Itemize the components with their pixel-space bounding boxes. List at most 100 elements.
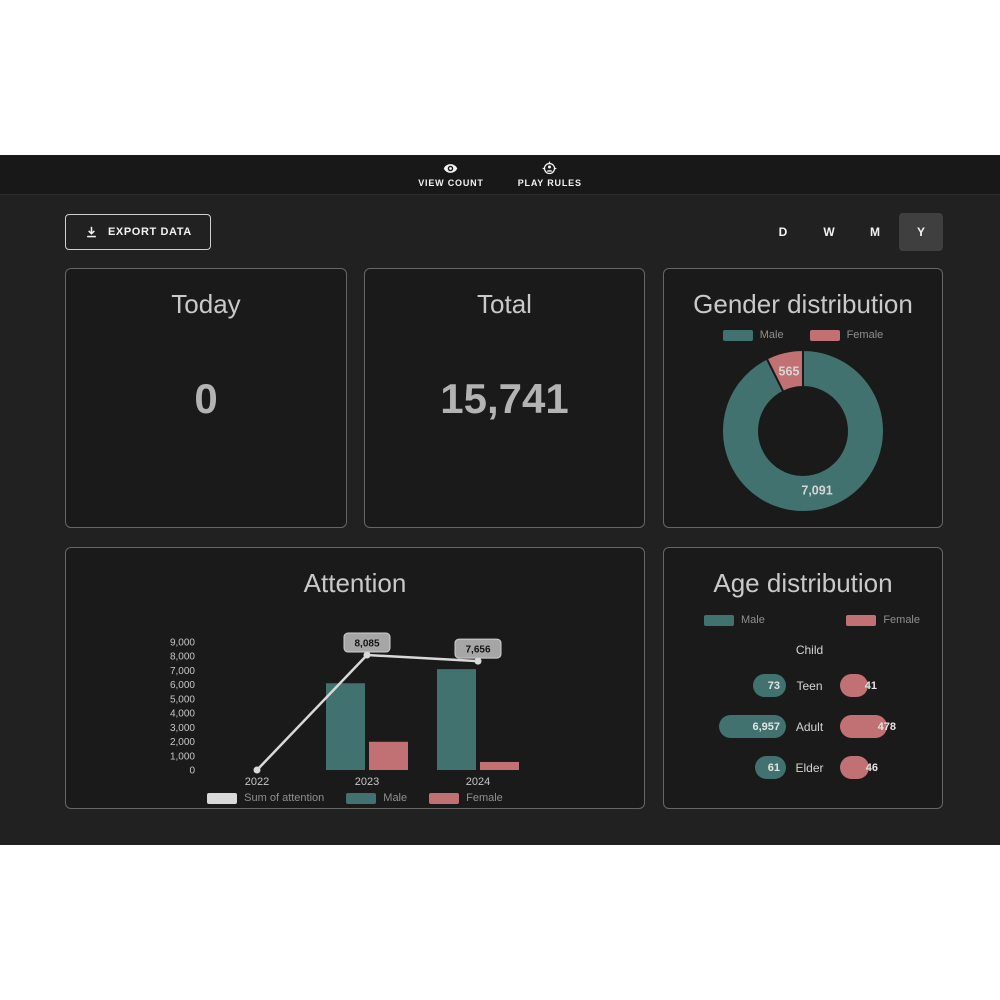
age-bubble-rows: Child 73 Teen 41 6,957 Adult 478 61 Elder 46 <box>664 635 942 788</box>
legend-label: Sum of attention <box>244 792 325 804</box>
legend-item-sum-of-attention[interactable]: Sum of attention <box>207 792 324 804</box>
donut-slice-value: 565 <box>779 365 800 379</box>
bar-female-2023[interactable] <box>369 741 408 770</box>
bar-female-2024[interactable] <box>480 761 519 770</box>
age-bubble-female-value: 41 <box>864 679 877 692</box>
y-axis-tick-label: 1,000 <box>170 751 195 762</box>
age-row-label: Child <box>795 643 824 657</box>
range-button-d[interactable]: D <box>761 213 805 251</box>
legend-swatch <box>722 329 753 341</box>
legend-swatch <box>346 792 377 804</box>
gender-distribution-card: Gender distribution Male Female 7,091 565 <box>663 268 943 528</box>
gender-card-title: Gender distribution <box>693 289 913 319</box>
today-card: Today 0 <box>65 268 347 528</box>
nav-view-count-label: VIEW COUNT <box>418 178 484 188</box>
legend-item-female[interactable]: Female <box>809 329 883 341</box>
line-label-value: 7,656 <box>465 645 490 656</box>
today-card-title: Today <box>171 289 241 319</box>
donut-slice-value: 7,091 <box>801 483 832 497</box>
line-point-2023[interactable] <box>363 651 371 659</box>
eye-icon <box>444 164 458 173</box>
legend-item-male[interactable]: Male <box>722 329 784 341</box>
age-bubble-female-elder[interactable]: 46 <box>840 756 878 779</box>
legend-item-female[interactable]: Female <box>846 614 920 626</box>
legend-swatch <box>429 792 460 804</box>
export-data-button[interactable]: EXPORT DATA <box>65 214 211 250</box>
x-axis-tick-label: 2022 <box>245 776 269 788</box>
line-point-2022[interactable] <box>253 766 261 774</box>
app-screen: VIEW COUNT PLAY RULES <box>0 155 1000 845</box>
y-axis-tick-label: 8,000 <box>170 652 195 663</box>
donut-slice-female[interactable] <box>765 348 804 393</box>
y-axis-tick-label: 2,000 <box>170 737 195 748</box>
attention-bar-line-chart[interactable]: 0 1,000 2,000 3,000 4,000 5,000 6,000 7,000 8,00… <box>95 607 615 792</box>
legend-swatch <box>704 614 734 626</box>
donut-slice-male[interactable] <box>721 348 885 513</box>
age-male-cell: 73 <box>664 674 786 697</box>
y-axis-tick-label: 5,000 <box>170 694 195 705</box>
legend-swatch <box>846 614 877 626</box>
age-bubble-female-value: 46 <box>865 761 878 774</box>
download-icon <box>87 226 96 237</box>
legend-label: Female <box>466 792 503 804</box>
age-row-elder: 61 Elder 46 <box>664 747 942 788</box>
age-male-cell: 6,957 <box>664 715 786 738</box>
age-bubble-female-teen[interactable]: 41 <box>840 674 877 697</box>
gender-donut-chart[interactable]: 7,091 565 <box>718 346 888 516</box>
age-chart-legend: Male Female <box>664 614 942 626</box>
age-distribution-card: Age distribution Male Female Child 73 Teen 4… <box>663 547 943 809</box>
legend-label: Female <box>883 614 920 626</box>
age-bubble-male-adult[interactable]: 6,957 <box>719 715 786 738</box>
age-female-cell: 478 <box>833 715 942 738</box>
age-bubble-male-value: 61 <box>767 761 780 774</box>
bar-male-2024[interactable] <box>437 669 476 770</box>
y-axis-tick-label: 0 <box>189 766 195 777</box>
age-row-adult: 6,957 Adult 478 <box>664 706 942 747</box>
age-female-cell: 46 <box>833 756 942 779</box>
legend-item-male[interactable]: Male <box>704 614 765 626</box>
age-row-child: Child <box>664 635 942 665</box>
line-label-box <box>343 632 391 653</box>
age-bubble-male-value: 73 <box>767 679 780 692</box>
line-point-2024[interactable] <box>474 657 482 665</box>
age-bubble-male-teen[interactable]: 73 <box>753 674 786 697</box>
gender-chart-legend: Male Female <box>664 329 942 341</box>
nav-view-count[interactable]: VIEW COUNT <box>418 161 484 188</box>
legend-swatch <box>809 329 840 341</box>
top-navigation-bar: VIEW COUNT PLAY RULES <box>0 155 1000 195</box>
age-row-label: Teen <box>796 678 823 693</box>
range-button-m[interactable]: M <box>853 213 897 251</box>
legend-item-female[interactable]: Female <box>429 792 503 804</box>
nav-play-rules-label: PLAY RULES <box>517 178 582 188</box>
x-axis-tick-label: 2024 <box>466 776 490 788</box>
age-row-teen: 73 Teen 41 <box>664 665 942 706</box>
y-axis-tick-label: 3,000 <box>170 723 195 734</box>
age-bubble-female-adult[interactable]: 478 <box>840 715 896 738</box>
bar-male-2023[interactable] <box>326 683 365 770</box>
line-label-box <box>454 638 502 659</box>
age-bubble-male-elder[interactable]: 61 <box>755 756 786 779</box>
today-value: 0 <box>194 375 218 422</box>
legend-label: Male <box>741 614 765 626</box>
age-row-label: Adult <box>795 719 824 734</box>
total-value: 15,741 <box>440 375 569 422</box>
y-axis-tick-label: 9,000 <box>170 638 195 649</box>
legend-item-male[interactable]: Male <box>346 792 407 804</box>
line-label-value: 8,085 <box>354 639 379 650</box>
age-bubble-female-value: 478 <box>877 720 896 733</box>
legend-swatch <box>207 792 238 804</box>
total-card: Total 15,741 <box>364 268 645 528</box>
age-row-label: Elder <box>795 760 824 775</box>
range-button-w[interactable]: W <box>807 213 851 251</box>
age-female-cell: 41 <box>833 674 942 697</box>
range-button-y[interactable]: Y <box>899 213 943 251</box>
total-card-title: Total <box>477 289 532 319</box>
attention-card: Attention 0 1,000 2,000 3,000 4,000 5,000 6,00… <box>65 547 645 809</box>
age-card-title: Age distribution <box>713 568 893 598</box>
nav-play-rules[interactable]: PLAY RULES <box>518 161 582 188</box>
legend-label: Male <box>759 329 784 341</box>
age-male-cell: 61 <box>664 756 786 779</box>
y-axis-tick-label: 7,000 <box>170 666 195 677</box>
